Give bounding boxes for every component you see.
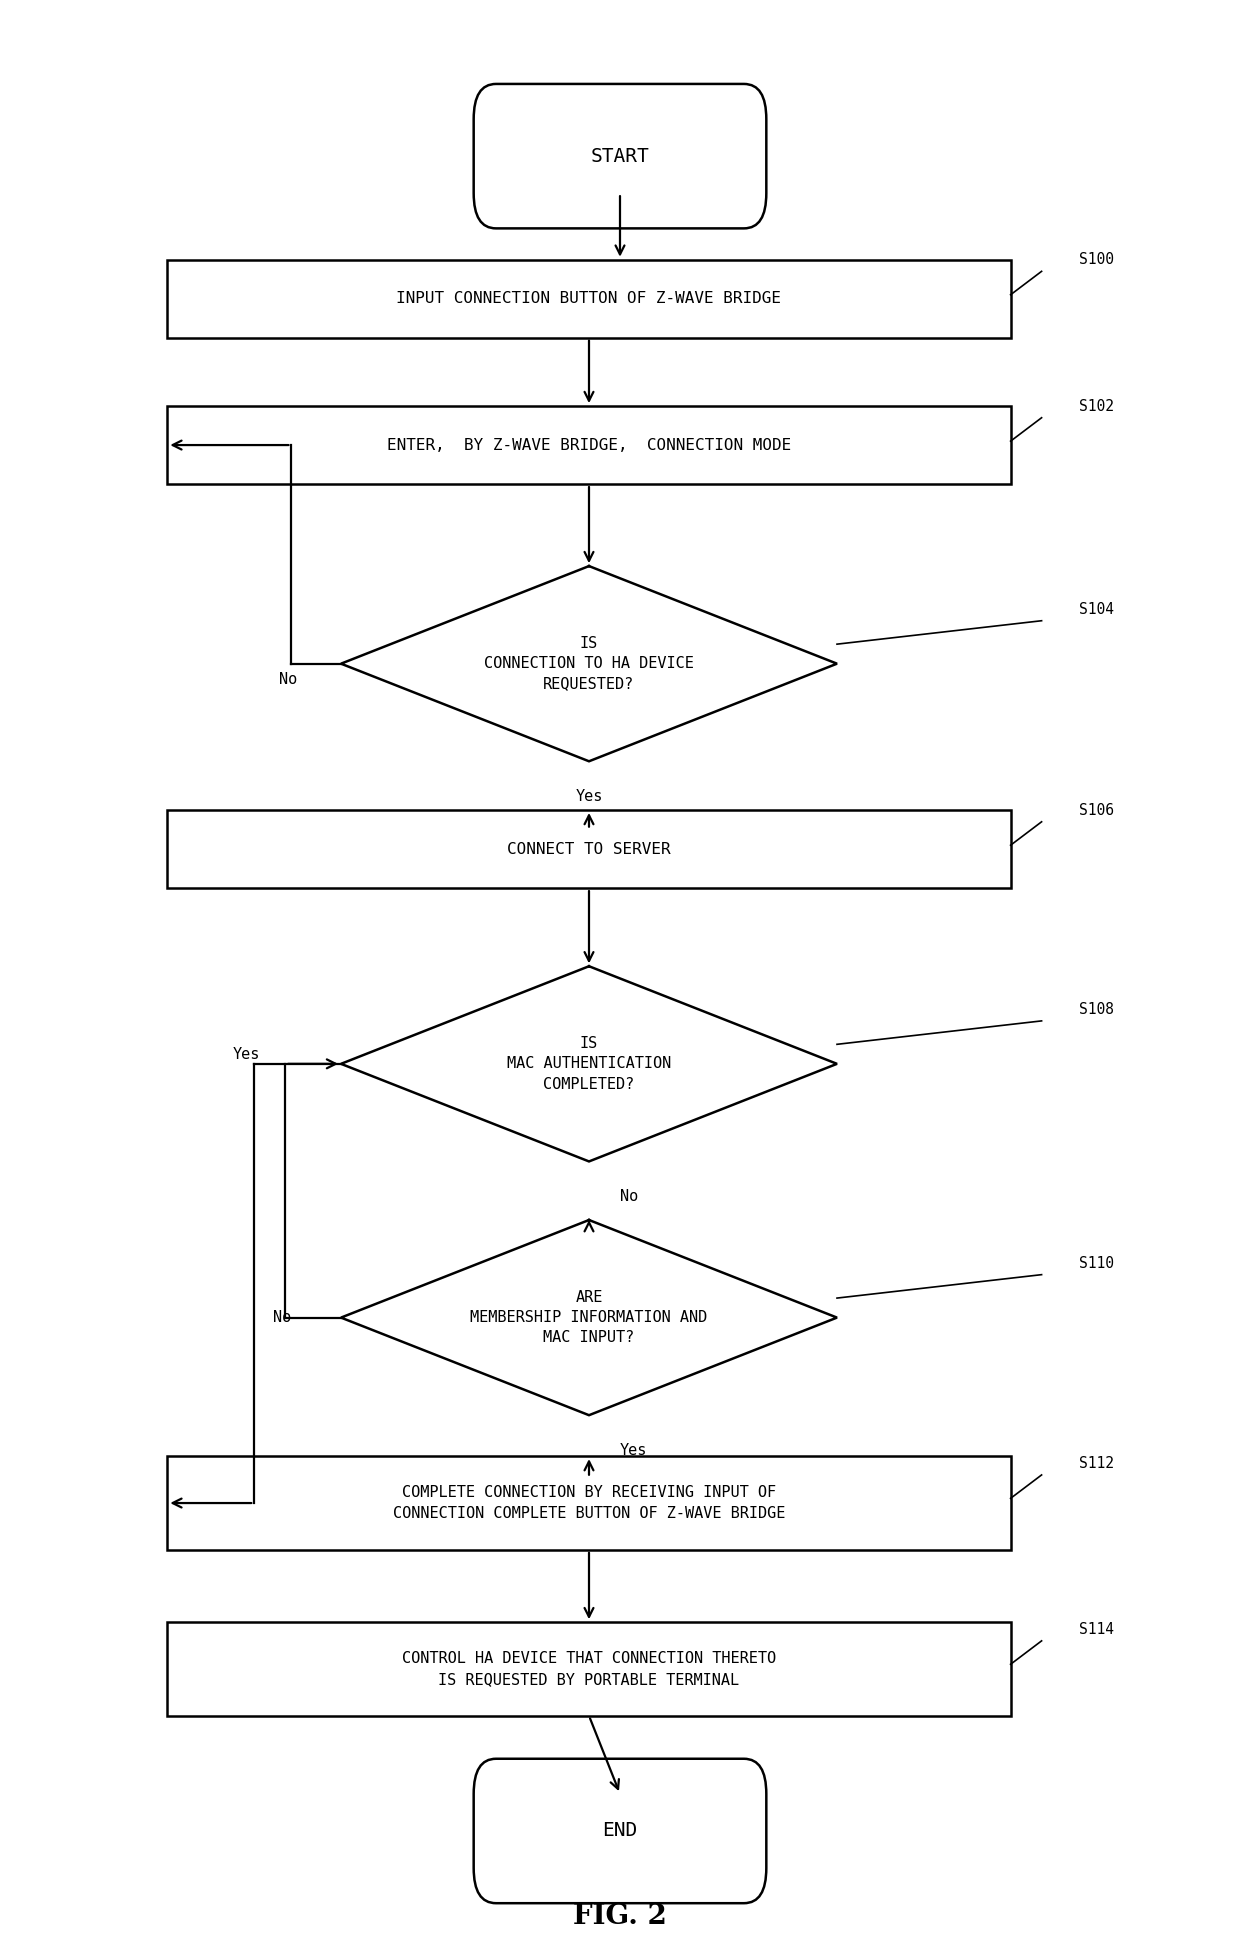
Text: S100: S100 xyxy=(1079,252,1114,267)
Text: S114: S114 xyxy=(1079,1622,1114,1638)
Text: S102: S102 xyxy=(1079,398,1114,414)
Text: No: No xyxy=(279,671,298,687)
Text: FIG. 2: FIG. 2 xyxy=(573,1903,667,1931)
Text: S104: S104 xyxy=(1079,601,1114,617)
Text: CONNECT TO SERVER: CONNECT TO SERVER xyxy=(507,841,671,857)
Text: Yes: Yes xyxy=(575,789,603,804)
Text: INPUT CONNECTION BUTTON OF Z-WAVE BRIDGE: INPUT CONNECTION BUTTON OF Z-WAVE BRIDGE xyxy=(397,291,781,306)
Text: END: END xyxy=(603,1821,637,1841)
Text: START: START xyxy=(590,146,650,166)
Text: Yes: Yes xyxy=(620,1443,647,1458)
Text: ENTER,  BY Z-WAVE BRIDGE,  CONNECTION MODE: ENTER, BY Z-WAVE BRIDGE, CONNECTION MODE xyxy=(387,437,791,453)
Text: S106: S106 xyxy=(1079,802,1114,818)
Polygon shape xyxy=(341,566,837,761)
Text: CONTROL HA DEVICE THAT CONNECTION THERETO
IS REQUESTED BY PORTABLE TERMINAL: CONTROL HA DEVICE THAT CONNECTION THERET… xyxy=(402,1651,776,1687)
Text: No: No xyxy=(273,1310,291,1325)
Text: S112: S112 xyxy=(1079,1456,1114,1472)
FancyBboxPatch shape xyxy=(474,1759,766,1903)
Text: S110: S110 xyxy=(1079,1255,1114,1271)
Text: ARE
MEMBERSHIP INFORMATION AND
MAC INPUT?: ARE MEMBERSHIP INFORMATION AND MAC INPUT… xyxy=(470,1290,708,1345)
Text: S108: S108 xyxy=(1079,1001,1114,1017)
FancyBboxPatch shape xyxy=(167,810,1011,888)
Text: No: No xyxy=(620,1189,639,1204)
Text: COMPLETE CONNECTION BY RECEIVING INPUT OF
CONNECTION COMPLETE BUTTON OF Z-WAVE B: COMPLETE CONNECTION BY RECEIVING INPUT O… xyxy=(393,1485,785,1521)
FancyBboxPatch shape xyxy=(167,1456,1011,1550)
FancyBboxPatch shape xyxy=(167,406,1011,484)
Polygon shape xyxy=(341,1220,837,1415)
Text: IS
CONNECTION TO HA DEVICE
REQUESTED?: IS CONNECTION TO HA DEVICE REQUESTED? xyxy=(484,636,694,691)
Text: Yes: Yes xyxy=(233,1046,260,1062)
FancyBboxPatch shape xyxy=(474,84,766,228)
Text: IS
MAC AUTHENTICATION
COMPLETED?: IS MAC AUTHENTICATION COMPLETED? xyxy=(507,1037,671,1091)
FancyBboxPatch shape xyxy=(167,260,1011,338)
FancyBboxPatch shape xyxy=(167,1622,1011,1716)
Polygon shape xyxy=(341,966,837,1161)
